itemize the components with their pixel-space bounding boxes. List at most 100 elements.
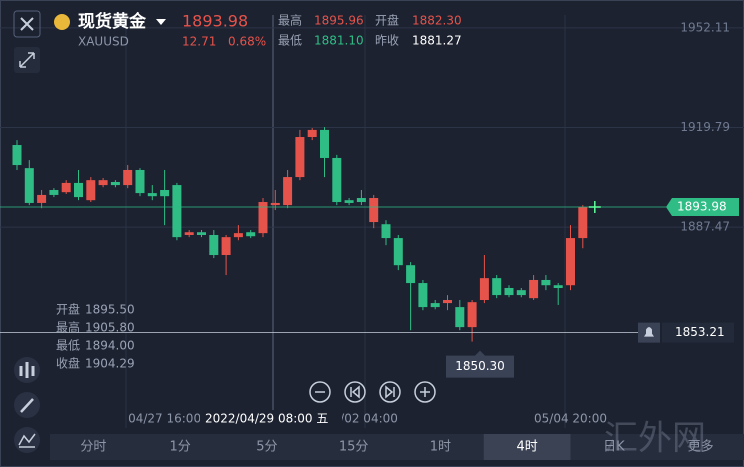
y-tick-label: 1952.11 [680, 20, 730, 34]
x-tick-label: 04/27 16:00 [128, 412, 201, 426]
candle-body [504, 287, 514, 296]
gold-icon [54, 14, 70, 30]
high-label: 最高 [278, 13, 302, 28]
ohlc-value: 1895.50 [85, 303, 135, 317]
candle-body [356, 198, 366, 203]
min-marker-box [446, 350, 514, 378]
scroll-end[interactable] [379, 381, 401, 403]
zoom-in[interactable] [414, 381, 436, 403]
period-tab[interactable]: 日K [603, 440, 625, 455]
prev-close-label: 昨收 [375, 34, 399, 48]
ohlc-value: 1904.29 [85, 357, 135, 371]
candle-body [492, 278, 502, 296]
period-tab[interactable]: 1分 [169, 440, 190, 455]
x-tick-label: 05/04 20:00 [534, 412, 607, 426]
expand-icon [19, 52, 35, 68]
candle-body [443, 300, 452, 304]
zoom-out[interactable] [309, 381, 331, 403]
candle-body [430, 303, 440, 308]
draw-icon [20, 398, 34, 413]
crosshair-date-box [200, 410, 342, 428]
y-tick-label: 1919.79 [680, 120, 730, 134]
last-price-spark [588, 201, 601, 214]
candle-body [467, 302, 477, 328]
watermark: 汇外网 [604, 419, 706, 459]
candle-body [61, 182, 71, 193]
candle-body [37, 194, 47, 203]
candle-body [295, 137, 305, 178]
period-tab[interactable]: 4时 [516, 440, 537, 455]
last-price: 1893.98 [182, 12, 248, 31]
period-bar [50, 434, 744, 460]
candle-body [479, 278, 489, 301]
candle-body [529, 279, 539, 299]
alert-tag [662, 322, 734, 343]
price-tag [666, 198, 739, 217]
scroll-start[interactable] [344, 381, 366, 403]
candle-body [246, 232, 256, 237]
period-tab[interactable]: 分时 [80, 440, 106, 455]
candle-body [393, 238, 403, 266]
dropdown-arrow[interactable] [156, 19, 166, 25]
candle-body [197, 232, 206, 235]
candle-body [406, 265, 416, 284]
candle-body [270, 202, 280, 206]
candle-body [541, 279, 551, 286]
candle-body [553, 285, 563, 288]
candle-body [110, 181, 120, 186]
alert-bell-icon [644, 327, 654, 337]
open-label: 开盘 [375, 13, 399, 28]
candle-body [172, 185, 182, 238]
zoom-controls [309, 381, 436, 403]
change-pct: 0.68% [228, 35, 266, 49]
change: 12.71 [182, 35, 216, 49]
candle-body [123, 169, 133, 186]
symbol: XAUUSD [78, 35, 129, 49]
close-icon [20, 17, 34, 31]
prev-close: 1881.27 [412, 34, 462, 48]
ohlc-label: 最高 [56, 320, 80, 335]
ohlc-label: 最低 [56, 339, 80, 353]
close-button[interactable] [13, 10, 41, 38]
candle-body [320, 129, 329, 158]
candle-body [455, 307, 465, 328]
low: 1881.10 [314, 34, 364, 48]
ohlc-value: 1894.00 [85, 339, 135, 353]
candle-body [12, 145, 22, 166]
candle-body [283, 177, 293, 206]
period-tab[interactable]: 更多 [688, 439, 714, 455]
candle-body [578, 207, 588, 239]
candle-body [516, 290, 526, 296]
period-tab[interactable]: 15分 [339, 440, 369, 455]
ohlc-label: 收盘 [56, 356, 80, 371]
candle-body [135, 169, 145, 194]
open: 1882.30 [412, 14, 462, 28]
candle-body [86, 180, 96, 201]
candle-body [184, 232, 194, 235]
ohlc-label: 开盘 [56, 302, 80, 317]
min-marker-label: 1850.30 [455, 359, 505, 373]
alert-tag-label: 1853.21 [675, 325, 725, 339]
crosshair-date: 2022/04/29 08:00 五 [205, 412, 328, 426]
candle-body [74, 182, 83, 198]
candle-body [381, 224, 391, 239]
period-tab[interactable]: 1时 [430, 440, 451, 455]
candle-body [49, 190, 59, 195]
candle-body [233, 233, 243, 238]
candle-body [332, 157, 342, 203]
y-tick-label: 1887.47 [680, 220, 730, 234]
period-tab[interactable]: 5分 [256, 440, 277, 455]
x-tick-label: 05/02 04:00 [325, 412, 398, 426]
chart-layer: 1952.11 1919.79 1887.47 04/27 16:00 05/02 04… [0, 15, 744, 428]
candle-body [24, 168, 34, 203]
candle-body [369, 198, 379, 223]
candle-body [344, 200, 354, 203]
chart-type-icon [18, 433, 36, 448]
candle-body [258, 202, 268, 234]
candle-body [209, 234, 219, 256]
period-tabs: 分时 1分 5分 15分 1时 4时 日K 更多 [80, 434, 714, 460]
instrument-name[interactable]: 现货黄金 [78, 11, 147, 32]
candle-body [566, 238, 575, 286]
